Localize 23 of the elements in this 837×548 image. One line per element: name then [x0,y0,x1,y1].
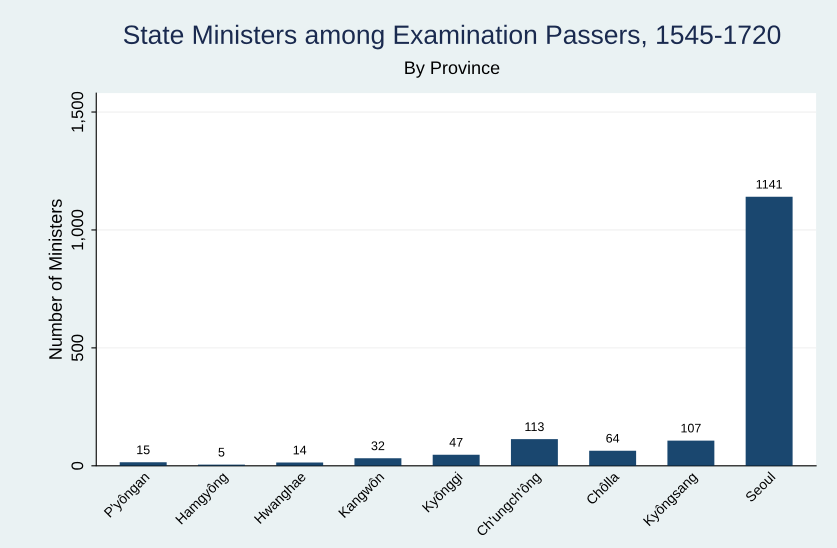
bar [667,440,714,466]
data-label: 15 [137,446,150,454]
bar [746,196,793,466]
bar [432,454,480,466]
chart-subtitle: By Province [405,60,500,78]
chart-title: State Ministers among Examination Passers, 1545-1720 [124,24,780,50]
data-label: 64 [606,434,620,443]
bar [354,458,402,466]
bar [510,439,558,466]
y-tick-label: 1,500 [71,92,86,132]
data-label: 5 [218,448,224,457]
bar [589,450,636,466]
data-label: 32 [371,441,384,450]
data-label: 14 [294,446,306,454]
y-tick-label: 0 [71,462,84,470]
y-tick-label: 1,000 [71,210,86,250]
data-label: 113 [525,422,544,432]
y-tick-label: 500 [71,334,84,362]
data-label: 107 [681,424,701,433]
bar [276,462,324,466]
y-axis-title: Number of Ministers [48,199,62,359]
data-label: 47 [450,438,462,447]
data-label: 1141 [756,180,782,189]
